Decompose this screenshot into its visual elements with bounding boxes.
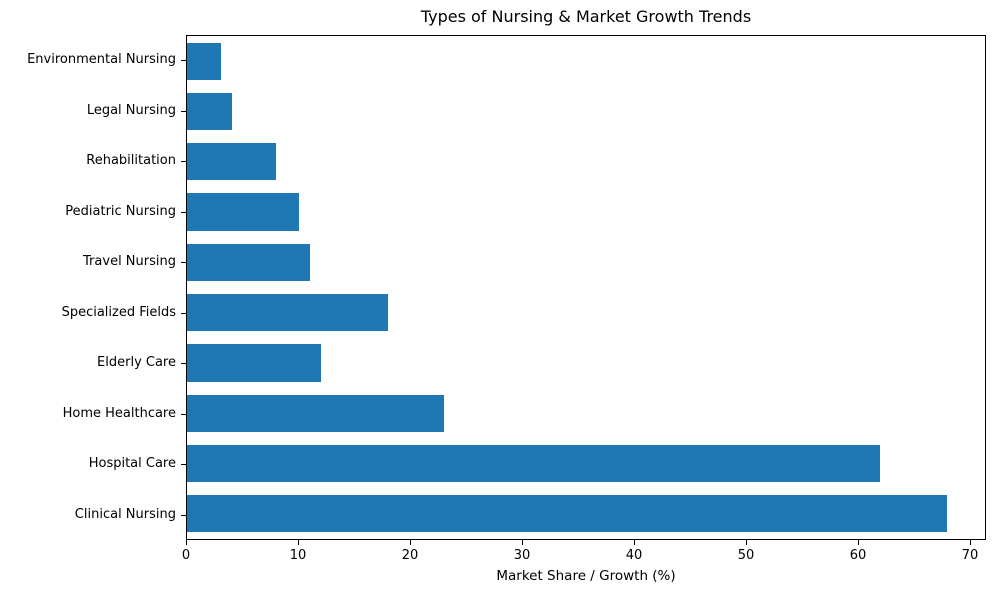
y-tick-mark — [181, 464, 186, 465]
x-tick-label: 70 — [961, 548, 979, 563]
bar-band — [187, 438, 985, 488]
chart-title: Types of Nursing & Market Growth Trends — [420, 7, 752, 26]
y-tick-mark — [181, 414, 186, 415]
x-tick-mark — [634, 540, 635, 545]
y-tick-mark — [181, 212, 186, 213]
y-tick-mark — [181, 313, 186, 314]
bars-container — [187, 36, 985, 539]
x-tick-mark — [186, 540, 187, 545]
bar-elderly-care — [187, 344, 322, 382]
bar-environmental-nursing — [187, 42, 221, 80]
x-tick-label: 60 — [849, 548, 867, 563]
bar-band — [187, 36, 985, 86]
x-tick-mark — [298, 540, 299, 545]
bar-band — [187, 86, 985, 136]
bar-band — [187, 237, 985, 287]
bar-specialized-fields — [187, 294, 389, 332]
y-category-label: Elderly Care — [97, 355, 176, 370]
x-tick-label: 20 — [401, 548, 419, 563]
y-category-label: Clinical Nursing — [74, 507, 176, 522]
y-tick-mark — [181, 111, 186, 112]
bar-home-healthcare — [187, 394, 445, 432]
bar-travel-nursing — [187, 243, 310, 281]
y-tick-mark — [181, 515, 186, 516]
y-category-label: Travel Nursing — [83, 254, 176, 269]
y-category-label: Hospital Care — [88, 456, 176, 471]
y-category-label: Legal Nursing — [86, 103, 176, 118]
bar-rehabilitation — [187, 143, 277, 181]
bar-band — [187, 489, 985, 539]
y-tick-mark — [181, 161, 186, 162]
x-tick-label: 0 — [181, 548, 191, 563]
x-tick-mark — [858, 540, 859, 545]
x-tick-label: 10 — [289, 548, 307, 563]
y-category-label: Pediatric Nursing — [65, 204, 176, 219]
y-tick-mark — [181, 262, 186, 263]
y-category-label: Specialized Fields — [61, 305, 176, 320]
bar-pediatric-nursing — [187, 193, 299, 231]
x-tick-mark — [746, 540, 747, 545]
bar-band — [187, 287, 985, 337]
x-tick-label: 40 — [625, 548, 643, 563]
plot-area — [186, 35, 986, 540]
y-tick-mark — [181, 60, 186, 61]
y-tick-mark — [181, 363, 186, 364]
bar-hospital-care — [187, 444, 880, 483]
bar-band — [187, 187, 985, 237]
x-tick-mark — [522, 540, 523, 545]
y-category-label: Environmental Nursing — [27, 52, 176, 67]
x-tick-mark — [970, 540, 971, 545]
x-tick-label: 30 — [513, 548, 531, 563]
bar-band — [187, 388, 985, 438]
bar-band — [187, 338, 985, 388]
y-category-label: Rehabilitation — [86, 153, 176, 168]
y-category-label: Home Healthcare — [62, 406, 176, 421]
x-tick-label: 50 — [737, 548, 755, 563]
bar-legal-nursing — [187, 92, 232, 131]
x-axis-label: Market Share / Growth (%) — [496, 568, 676, 584]
bar-band — [187, 137, 985, 187]
bar-clinical-nursing — [187, 495, 947, 533]
x-tick-mark — [410, 540, 411, 545]
